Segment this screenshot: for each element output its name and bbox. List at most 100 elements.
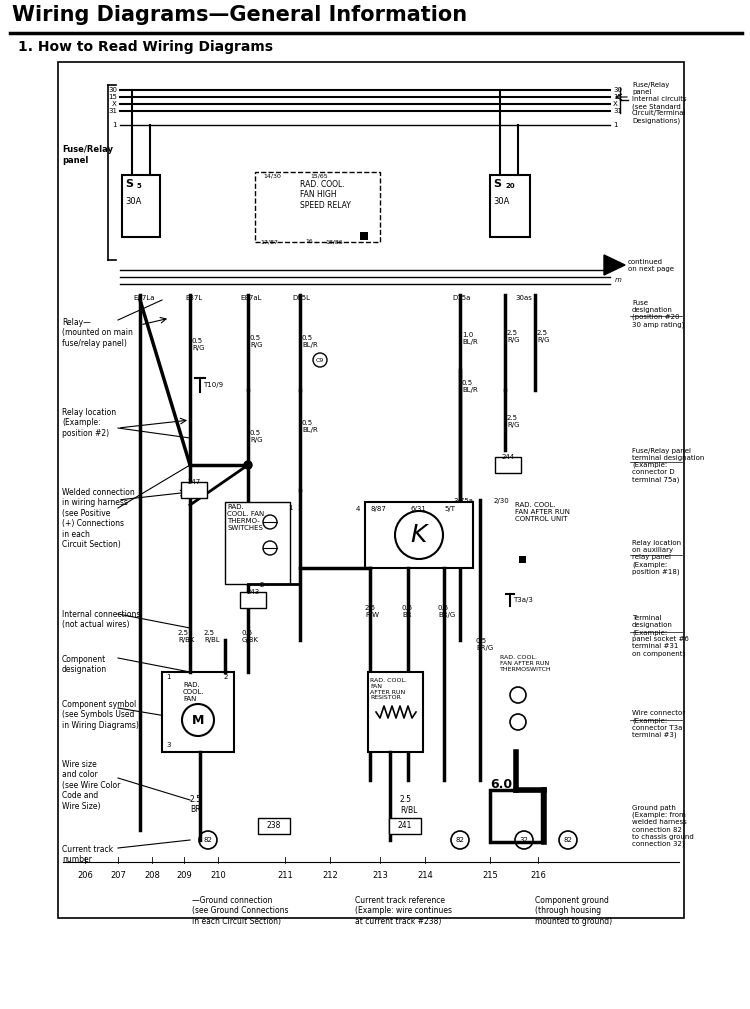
Bar [225, 502, 290, 584]
Text: 82: 82 [455, 837, 464, 843]
Text: 207: 207 [110, 871, 126, 880]
Text: 247: 247 [188, 479, 201, 485]
Bar [495, 457, 521, 473]
Text: continued
on next page: continued on next page [628, 258, 674, 271]
Text: Wire connector
(Example:
connector T3a
terminal #3): Wire connector (Example: connector T3a t… [632, 710, 686, 738]
Text: 2.5
R/W: 2.5 R/W [365, 605, 379, 618]
Text: 16: 16 [305, 239, 313, 244]
Bar [519, 556, 526, 563]
Text: 213: 213 [372, 871, 388, 880]
Text: 244: 244 [502, 454, 515, 460]
Text: T10/9: T10/9 [203, 382, 223, 388]
Text: Relay location
on auxiliary
relay panel
(Example:
position #18): Relay location on auxiliary relay panel … [632, 540, 681, 575]
Circle shape [244, 461, 252, 469]
Text: 0.5
BL/R: 0.5 BL/R [302, 420, 318, 433]
Text: Relay location
(Example:
position #2): Relay location (Example: position #2) [62, 408, 116, 438]
Text: 0.5
G/BK: 0.5 G/BK [242, 630, 259, 643]
Text: 31: 31 [613, 108, 622, 114]
Bar [122, 175, 160, 237]
Text: Component
designation: Component designation [62, 655, 107, 674]
Text: 0.5
BR/G: 0.5 BR/G [476, 638, 494, 651]
Text: 1. How to Read Wiring Diagrams: 1. How to Read Wiring Diagrams [18, 40, 273, 54]
Text: 0.5
BL/R: 0.5 BL/R [302, 335, 318, 348]
Bar [258, 818, 290, 834]
Text: 5: 5 [137, 183, 142, 189]
Text: T3a/3: T3a/3 [513, 597, 532, 603]
Bar [490, 790, 542, 842]
Text: 215: 215 [482, 871, 498, 880]
Text: 2.5
R/G: 2.5 R/G [507, 330, 520, 343]
Text: Ground path
(Example: from
welded harness
connection 82
to chassis ground
connec: Ground path (Example: from welded harnes… [632, 805, 694, 847]
Text: 3/75a: 3/75a [453, 498, 473, 504]
Text: 17/87: 17/87 [260, 239, 278, 244]
Text: 211: 211 [278, 871, 292, 880]
Text: 30A: 30A [125, 197, 141, 206]
Text: 2: 2 [260, 582, 264, 588]
Text: K: K [411, 523, 428, 547]
Text: Fuse
designation
(position #20
30 amp rating): Fuse designation (position #20 30 amp ra… [632, 300, 684, 328]
Text: 209: 209 [176, 871, 192, 880]
Text: 32: 32 [520, 837, 529, 843]
Text: 1: 1 [288, 504, 292, 511]
Text: 3: 3 [166, 742, 170, 748]
Bar [490, 175, 530, 237]
Text: 243: 243 [246, 589, 259, 595]
Text: 2: 2 [224, 674, 228, 680]
Text: 15/65: 15/65 [310, 174, 328, 179]
Text: 2.5
BR: 2.5 BR [190, 795, 202, 814]
Text: RAD.
COOL. FAN
THERMO-
SWITCHES: RAD. COOL. FAN THERMO- SWITCHES [227, 504, 264, 531]
Bar [389, 818, 421, 834]
Text: 18/86: 18/86 [325, 239, 343, 244]
Text: 15: 15 [613, 94, 622, 100]
Bar [255, 172, 380, 242]
Text: 3: 3 [298, 504, 302, 511]
Text: RAD. COOL.
FAN AFTER RUN
CONTROL UNIT: RAD. COOL. FAN AFTER RUN CONTROL UNIT [515, 502, 570, 522]
Text: 0.5
BR: 0.5 BR [402, 605, 413, 618]
Bar [162, 672, 234, 752]
Text: 2.5
R/G: 2.5 R/G [507, 415, 520, 428]
Text: E87La: E87La [133, 295, 154, 301]
Text: 6/31: 6/31 [410, 506, 426, 512]
Text: 82: 82 [563, 837, 572, 843]
Text: Fuse/Relay panel
terminal designation
(Example:
connector D
terminal 75a): Fuse/Relay panel terminal designation (E… [632, 448, 704, 483]
Text: S: S [125, 179, 133, 189]
Text: —Ground connection
(see Ground Connections
in each Circuit Section): —Ground connection (see Ground Connectio… [192, 896, 289, 926]
Text: Fuse/Relay
panel: Fuse/Relay panel [62, 145, 113, 164]
Text: 4: 4 [356, 506, 360, 512]
Polygon shape [604, 255, 625, 275]
Text: 0.5
BL/R: 0.5 BL/R [462, 380, 478, 393]
Text: 30A: 30A [493, 197, 509, 206]
Text: 210: 210 [210, 871, 226, 880]
Text: Component ground
(through housing
mounted to ground): Component ground (through housing mounte… [535, 896, 612, 926]
Text: 82: 82 [203, 837, 212, 843]
Text: 20: 20 [505, 183, 515, 189]
Text: 0.5
R/G: 0.5 R/G [250, 430, 262, 443]
Text: Wiring Diagrams—General Information: Wiring Diagrams—General Information [12, 5, 467, 25]
Text: D85L: D85L [292, 295, 310, 301]
Text: Current track reference
(Example: wire continues
at current track #238): Current track reference (Example: wire c… [355, 896, 452, 926]
Text: 14/30: 14/30 [263, 174, 280, 179]
Text: S: S [493, 179, 501, 189]
Text: 31: 31 [108, 108, 117, 114]
Text: RAD.
COOL.
FAN: RAD. COOL. FAN [183, 682, 205, 702]
Text: D75a: D75a [452, 295, 470, 301]
Text: 0.5
R/G: 0.5 R/G [192, 338, 205, 351]
Text: RAD. COOL.
FAN
AFTER RUN
RESISTOR: RAD. COOL. FAN AFTER RUN RESISTOR [370, 678, 407, 700]
Text: 2.5
R/BL: 2.5 R/BL [204, 630, 220, 643]
Text: RAD. COOL.
FAN AFTER RUN
THERMOSWITCH: RAD. COOL. FAN AFTER RUN THERMOSWITCH [500, 656, 551, 672]
Text: 208: 208 [144, 871, 160, 880]
Bar [240, 592, 266, 608]
Text: 2.5
R/BL: 2.5 R/BL [400, 795, 417, 814]
Text: 238: 238 [267, 821, 281, 830]
Bar [58, 62, 684, 918]
Text: 212: 212 [322, 871, 338, 880]
Text: 2.5
R/BK: 2.5 R/BK [178, 630, 194, 643]
Text: Wire size
and color
(see Wire Color
Code and
Wire Size): Wire size and color (see Wire Color Code… [62, 760, 120, 810]
Bar [360, 232, 368, 240]
Text: 6.0
BR: 6.0 BR [490, 778, 512, 806]
Bar [368, 672, 423, 752]
Bar [181, 482, 207, 498]
Text: 15: 15 [108, 94, 117, 100]
Text: RAD. COOL.
FAN HIGH
SPEED RELAY: RAD. COOL. FAN HIGH SPEED RELAY [300, 180, 351, 210]
Text: C9: C9 [316, 357, 324, 362]
